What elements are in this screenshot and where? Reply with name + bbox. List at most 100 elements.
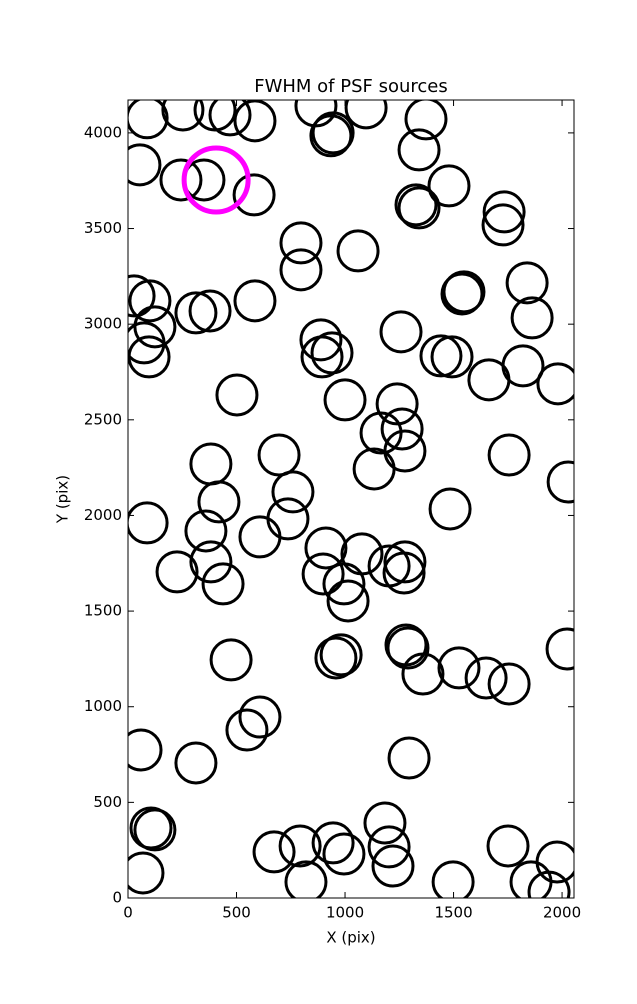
source-circle [394,183,438,227]
source-circle [440,272,484,316]
source-circle [311,111,355,155]
source-circle [128,274,156,318]
plot-area [128,100,574,898]
source-circle [437,646,481,690]
source-circle [233,100,277,143]
source-circle [279,248,323,292]
source-circle [359,411,403,455]
source-circle [201,562,245,606]
x-tick-label: 1500 [434,904,472,922]
source-circle [464,656,508,700]
source-circle [299,318,343,362]
source-circle [284,860,328,898]
source-circle [232,173,276,217]
source-circle [128,728,163,772]
y-tick-label: 1000 [84,697,122,715]
source-circle [527,870,571,898]
y-tick-label: 4000 [84,123,122,141]
source-circle [428,487,472,531]
source-circle [128,143,162,187]
source-circle [271,470,315,514]
source-circle [482,190,526,234]
source-circle [352,447,396,491]
source-circle [314,636,358,680]
source-circle [323,378,367,422]
source-circle [344,100,388,130]
source-circle [128,279,172,323]
source-circle [427,164,471,208]
source-circle [252,830,296,874]
source-circle [486,824,530,868]
source-circle [278,824,322,868]
source-circle [386,626,430,670]
source-circle [188,289,232,333]
source-circle [322,562,366,606]
y-axis-label: Y (pix) [54,475,72,524]
source-circle [189,540,233,584]
source-circle [367,825,411,869]
source-circle [304,526,348,570]
source-circle [404,100,448,141]
source-circle [536,362,574,406]
y-tick-label: 0 [112,889,122,907]
source-circle [225,708,269,752]
source-circle [233,279,277,323]
source-circle [501,344,545,388]
source-circle [301,552,345,596]
y-tick-label: 3500 [84,219,122,237]
source-circle [133,808,177,852]
source-circle [197,480,241,524]
source-circle [397,128,441,172]
source-circle [257,433,301,477]
source-circle [208,100,252,137]
y-tick-label: 2000 [84,506,122,524]
source-circle [487,433,531,477]
source-circle [545,627,574,671]
x-axis-label: X (pix) [326,929,375,947]
source-circle [311,821,355,865]
y-tick-label: 3000 [84,315,122,333]
source-circle [128,335,171,379]
source-circle [294,100,338,128]
source-circle [430,335,474,379]
source-circle [336,229,380,273]
source-circle [371,844,415,888]
x-tick-label: 2000 [543,904,581,922]
source-circle [442,270,486,314]
source-circle [309,114,353,158]
x-tick-label: 1000 [326,904,364,922]
source-circle [375,382,419,426]
source-circle [238,515,282,559]
source-circle [379,310,423,354]
source-circle [481,203,525,247]
source-circle [397,186,441,230]
source-circle [310,331,354,375]
source-circle [159,158,203,202]
source-circle [319,633,363,677]
source-circle [326,579,370,623]
source-circle [382,551,426,595]
source-circle [322,832,366,876]
source-circle [487,662,531,706]
source-circle [387,736,431,780]
source-circle [128,100,169,140]
source-circle [181,145,251,215]
source-circle [431,860,475,898]
source-circle [128,501,169,545]
source-circle [128,851,165,895]
source-circle [510,296,554,340]
source-circle [174,291,218,335]
source-circle [535,840,574,884]
source-circle [505,261,549,305]
source-circle [380,407,424,451]
y-tick-label: 2500 [84,410,122,428]
source-circle [161,100,205,132]
plot-frame [127,99,575,899]
source-circle [546,460,574,504]
source-circle [129,806,173,850]
source-circle [401,652,445,696]
x-tick-label: 500 [222,904,251,922]
source-circle [419,334,463,378]
